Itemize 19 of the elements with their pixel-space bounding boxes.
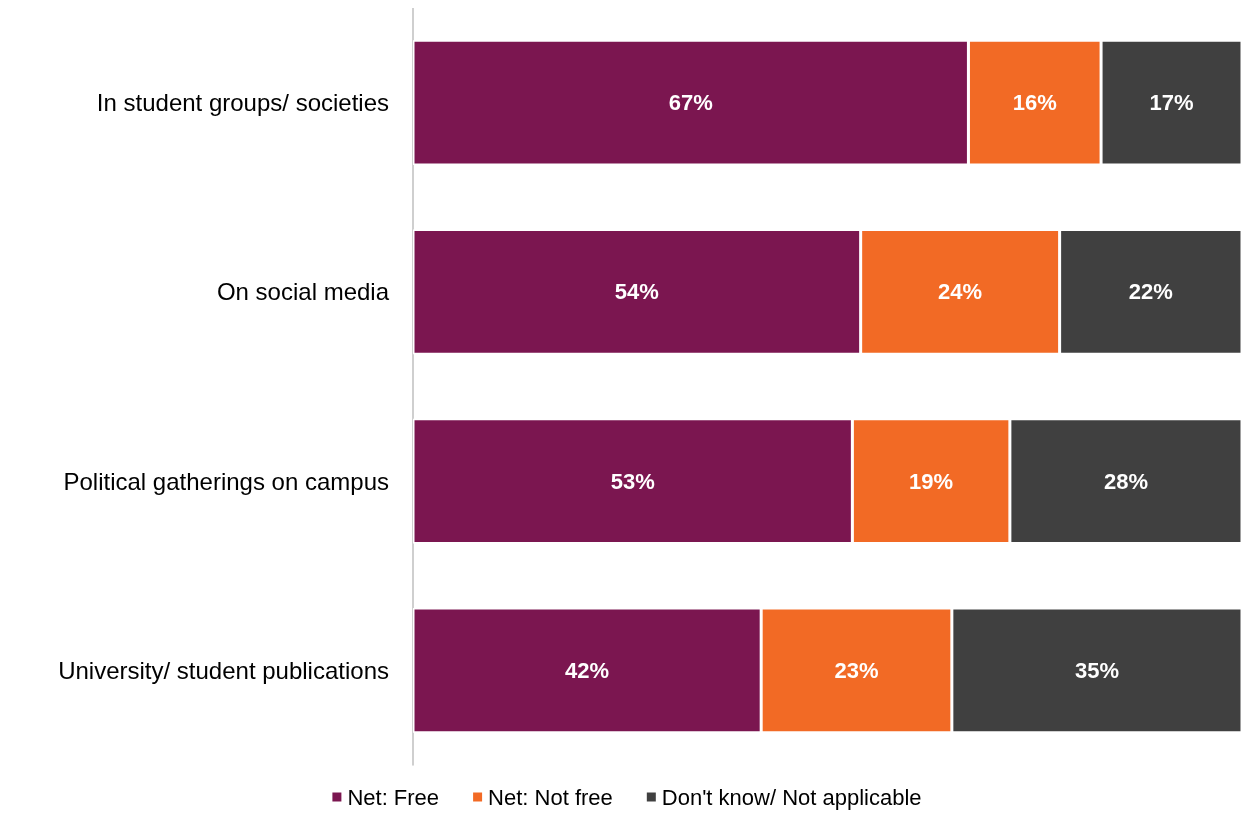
data-label: 54% bbox=[614, 279, 659, 305]
legend-label: Don't know/ Not applicable bbox=[661, 784, 922, 810]
data-label: 24% bbox=[938, 279, 983, 305]
y-tick-label: On social media bbox=[216, 278, 390, 306]
y-tick-label: University/ student publications bbox=[58, 656, 389, 684]
data-label: 22% bbox=[1128, 279, 1173, 305]
data-label: 53% bbox=[610, 468, 655, 494]
data-label: 28% bbox=[1103, 468, 1148, 494]
data-label: 16% bbox=[1012, 90, 1057, 116]
legend-label: Net: Free bbox=[347, 784, 440, 810]
legend-label: Net: Not free bbox=[488, 784, 613, 810]
data-label: 17% bbox=[1149, 90, 1194, 116]
data-label: 19% bbox=[909, 468, 954, 494]
data-label: 23% bbox=[834, 657, 879, 683]
y-tick-label: In student groups/ societies bbox=[96, 89, 389, 117]
data-label: 42% bbox=[565, 657, 610, 683]
y-tick-label: Political gatherings on campus bbox=[63, 467, 389, 495]
data-label: 67% bbox=[668, 90, 713, 116]
data-label: 35% bbox=[1074, 657, 1119, 683]
